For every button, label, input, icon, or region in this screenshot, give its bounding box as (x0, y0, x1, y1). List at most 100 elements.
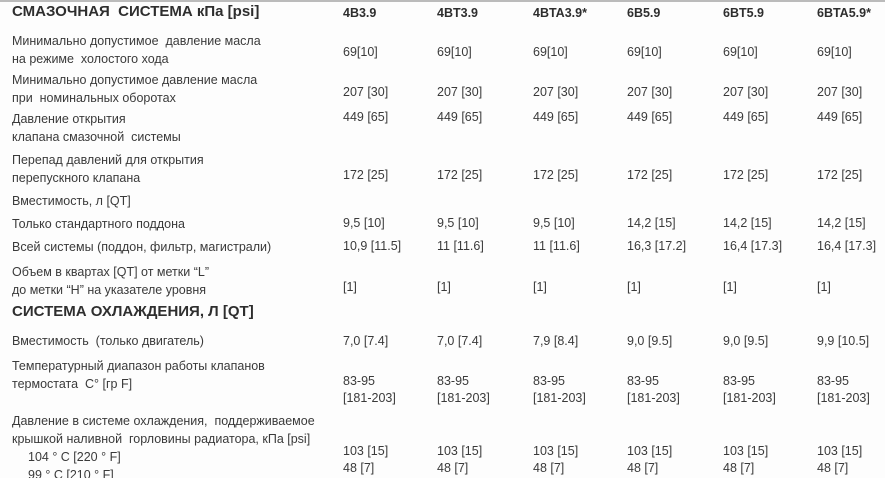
cell-value: 48 [7] (437, 461, 469, 475)
cell-value: 69[10] (533, 45, 568, 59)
cell-value: [1] (343, 280, 357, 294)
cell-value: 11 [11.6] (533, 239, 580, 253)
column-header: 4BTA3.9* (533, 6, 587, 20)
row-label: Вместимость, л [QT] (12, 194, 131, 208)
cell-value: 103 [15] (817, 444, 863, 458)
cell-value: 7,9 [8.4] (533, 334, 579, 348)
row-label: 99 ° С [210 ° F] (28, 468, 114, 478)
cell-value: 69[10] (817, 45, 852, 59)
cell-value: 172 [25] (343, 168, 389, 182)
cell-value: [181-203] (627, 391, 680, 405)
column-header: 6B5.9 (627, 6, 661, 20)
row-label: на режиме холостого хода (12, 52, 169, 66)
cell-value: 207 [30] (817, 85, 863, 99)
row-label: Давление в системе охлаждения, поддержив… (12, 414, 315, 428)
section-title: СИСТЕМА ОХЛАЖДЕНИЯ, Л [QT] (12, 303, 254, 320)
cell-value: 207 [30] (533, 85, 579, 99)
cell-value: 207 [30] (723, 85, 769, 99)
cell-value: 9,5 [10] (437, 216, 479, 230)
cell-value: 172 [25] (437, 168, 483, 182)
cell-value: 7,0 [7.4] (437, 334, 483, 348)
cell-value: 9,0 [9.5] (627, 334, 673, 348)
cell-value: 9,0 [9.5] (723, 334, 769, 348)
column-header: 6BTA5.9* (817, 6, 871, 20)
cell-value: 83-95 (533, 374, 565, 388)
row-label: Минимально допустимое давление масла (12, 73, 258, 87)
row-label: Только стандартного поддона (12, 217, 185, 231)
row-label: до метки “H” на указателе уровня (12, 283, 207, 297)
cell-value: 16,4 [17.3] (817, 239, 877, 253)
cell-value: 207 [30] (343, 85, 389, 99)
cell-value: 449 [65] (723, 110, 769, 124)
row-label: крышкой наливной горловины радиатора, кП… (12, 432, 311, 446)
cell-value: [1] (437, 280, 451, 294)
row-label: Минимально допустимое давление масла (12, 34, 261, 48)
cell-value: [1] (533, 280, 547, 294)
cell-value: 48 [7] (533, 461, 565, 475)
cell-value: [181-203] (533, 391, 586, 405)
cell-value: 16,4 [17.3] (723, 239, 783, 253)
cell-value: 103 [15] (533, 444, 579, 458)
cell-value: 9,5 [10] (533, 216, 575, 230)
cell-value: 172 [25] (627, 168, 673, 182)
cell-value: 14,2 [15] (723, 216, 772, 230)
cell-value: 449 [65] (437, 110, 483, 124)
cell-value: 449 [65] (343, 110, 389, 124)
cell-value: 9,5 [10] (343, 216, 385, 230)
top-rule (0, 0, 885, 2)
cell-value: [1] (817, 280, 831, 294)
cell-value: 69[10] (437, 45, 472, 59)
row-label: Давление открытия (12, 112, 126, 126)
cell-value: [1] (627, 280, 641, 294)
cell-value: 69[10] (627, 45, 662, 59)
row-label: перепускного клапана (12, 171, 141, 185)
cell-value: 7,0 [7.4] (343, 334, 389, 348)
cell-value: 103 [15] (437, 444, 483, 458)
cell-value: 16,3 [17.2] (627, 239, 687, 253)
cell-value: 103 [15] (343, 444, 389, 458)
cell-value: [1] (723, 280, 737, 294)
cell-value: 11 [11.6] (437, 239, 484, 253)
cell-value: 83-95 (723, 374, 755, 388)
cell-value: 207 [30] (437, 85, 483, 99)
cell-value: 83-95 (817, 374, 849, 388)
row-label: при номинальных оборотах (12, 91, 176, 105)
cell-value: [181-203] (437, 391, 490, 405)
row-label: клапана смазочной системы (12, 130, 181, 144)
cell-value: [181-203] (723, 391, 776, 405)
cell-value: [181-203] (343, 391, 396, 405)
cell-value: 449 [65] (533, 110, 579, 124)
cell-value: 172 [25] (533, 168, 579, 182)
cell-value: 172 [25] (723, 168, 769, 182)
cell-value: 14,2 [15] (817, 216, 866, 230)
cell-value: 48 [7] (723, 461, 755, 475)
row-label: Всей системы (поддон, фильтр, магистрали… (12, 240, 272, 254)
cell-value: 83-95 (437, 374, 469, 388)
row-label: Вместимость (только двигатель) (12, 334, 204, 348)
cell-value: 172 [25] (817, 168, 863, 182)
row-label: Температурный диапазон работы клапанов (12, 359, 265, 373)
row-label: 104 ° С [220 ° F] (28, 450, 121, 464)
cell-value: [181-203] (817, 391, 870, 405)
cell-value: 449 [65] (627, 110, 673, 124)
cell-value: 14,2 [15] (627, 216, 676, 230)
cell-value: 48 [7] (627, 461, 659, 475)
cell-value: 48 [7] (817, 461, 849, 475)
column-header: 4BT3.9 (437, 6, 478, 20)
cell-value: 69[10] (343, 45, 378, 59)
column-header: 4B3.9 (343, 6, 377, 20)
column-header: 6BT5.9 (723, 6, 764, 20)
cell-value: 48 [7] (343, 461, 375, 475)
cell-value: 10,9 [11.5] (343, 239, 402, 253)
row-label: Объем в квартах [QT] от метки “L” (12, 265, 209, 279)
cell-value: 69[10] (723, 45, 758, 59)
cell-value: 449 [65] (817, 110, 863, 124)
cell-value: 83-95 (627, 374, 659, 388)
cell-value: 103 [15] (627, 444, 673, 458)
row-label: термостата С° [гр F] (12, 377, 133, 391)
cell-value: 9,9 [10.5] (817, 334, 870, 348)
cell-value: 207 [30] (627, 85, 673, 99)
cell-value: 103 [15] (723, 444, 769, 458)
cell-value: 83-95 (343, 374, 375, 388)
